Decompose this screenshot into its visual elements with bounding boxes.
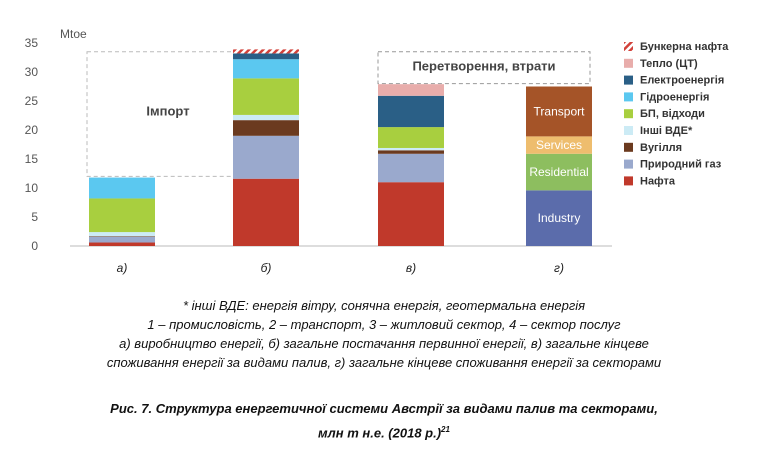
bar-segment bbox=[378, 182, 444, 246]
import-box-outline bbox=[86, 51, 241, 177]
note-panels-line2: споживання енергії за видами палив, г) з… bbox=[106, 355, 662, 370]
chart-notes: * інші ВДЕ: енергія вітру, сонячна енерг… bbox=[0, 296, 768, 372]
note-panels-line1: а) виробництво енергії, б) загальне пост… bbox=[119, 336, 649, 351]
category-label: б) bbox=[261, 261, 272, 275]
caption-line2-text: млн т н.е. (2018 р.) bbox=[318, 425, 442, 441]
legend-swatch bbox=[624, 159, 633, 169]
bar-segment bbox=[233, 120, 299, 136]
note-other-res: * інші ВДЕ: енергія вітру, сонячна енерг… bbox=[182, 298, 586, 313]
category-label: в) bbox=[406, 261, 416, 275]
sector-bar-segment bbox=[526, 190, 592, 246]
bar-segment bbox=[378, 153, 444, 183]
note-sector-numbers: 1 – промисловість, 2 – транспорт, 3 – жи… bbox=[147, 317, 621, 332]
bar-segment bbox=[233, 59, 299, 79]
transformation-label: Перетворення, втрати bbox=[412, 58, 555, 73]
transformation-box-outline bbox=[377, 51, 591, 85]
bar-segment bbox=[89, 198, 155, 233]
legend-label: Бункерна нафта bbox=[640, 41, 729, 53]
bar-segment bbox=[233, 178, 299, 246]
legend-label: Електроенергія bbox=[640, 75, 724, 87]
category-label: а) bbox=[117, 261, 128, 275]
sector-bar-segment bbox=[526, 136, 592, 154]
legend-swatch bbox=[624, 75, 633, 85]
bar-segment bbox=[378, 95, 444, 128]
bar-segment bbox=[89, 236, 155, 243]
legend-swatch bbox=[624, 58, 633, 68]
bar-segment bbox=[378, 147, 444, 151]
sector-segment-label: Transport bbox=[534, 104, 586, 118]
y-tick-label: 35 bbox=[25, 36, 39, 50]
legend-label: Тепло (ЦТ) bbox=[640, 58, 698, 70]
import-label: Імпорт bbox=[146, 104, 189, 119]
y-tick-label: 30 bbox=[25, 65, 39, 79]
y-axis-label: Mtoe bbox=[60, 27, 87, 41]
bar-segment bbox=[233, 135, 299, 179]
bar-segment bbox=[233, 78, 299, 115]
import-box: Імпорт bbox=[86, 51, 241, 177]
bar-segment bbox=[233, 49, 299, 54]
legend-swatch bbox=[624, 42, 633, 51]
sector-segment-label: Industry bbox=[538, 211, 581, 225]
figure-caption: Рис. 7. Структура енергетичної системи А… bbox=[0, 398, 768, 443]
sector-bar-segment bbox=[526, 86, 592, 137]
sector-bar-segment bbox=[526, 153, 592, 191]
caption-line2: млн т н.е. (2018 р.)21 bbox=[0, 419, 768, 443]
bar-segment bbox=[89, 242, 155, 246]
energy-structure-chart: 0 5 10 15 20 25 30 35 Mtoe а) б) в) г) Імпорт Перетво… bbox=[25, 27, 730, 275]
y-tick-label: 20 bbox=[25, 123, 39, 137]
bar-segment bbox=[89, 177, 155, 199]
bar-segment bbox=[233, 53, 299, 60]
y-tick-label: 10 bbox=[25, 181, 39, 195]
legend-label: БП, відходи bbox=[640, 108, 705, 120]
legend-swatch bbox=[624, 109, 633, 119]
legend-label: Гідроенергія bbox=[640, 91, 709, 103]
bar-segment bbox=[233, 114, 299, 121]
category-label: г) bbox=[554, 261, 564, 275]
sector-segment-label: Residential bbox=[529, 165, 588, 179]
transformation-box: Перетворення, втрати bbox=[377, 51, 591, 85]
legend-label: Нафта bbox=[640, 175, 676, 187]
bar-segment bbox=[89, 236, 155, 237]
bar-segment bbox=[378, 150, 444, 154]
y-tick-label: 5 bbox=[31, 210, 38, 224]
bar-segment bbox=[378, 127, 444, 148]
legend-label: Природний газ bbox=[640, 159, 722, 171]
legend-swatch bbox=[624, 142, 633, 152]
caption-line1: Рис. 7. Структура енергетичної системи А… bbox=[110, 401, 658, 416]
legend-swatch bbox=[624, 126, 633, 135]
legend-label: Вугілля bbox=[640, 142, 682, 154]
y-tick-label: 0 bbox=[31, 239, 38, 253]
y-tick-label: 15 bbox=[25, 152, 39, 166]
legend-swatch bbox=[624, 92, 633, 102]
sector-segment-label: Services bbox=[536, 138, 582, 152]
y-tick-label: 25 bbox=[25, 94, 39, 108]
legend-swatch bbox=[624, 176, 633, 186]
legend-label: Інші ВДЕ* bbox=[640, 125, 693, 137]
bar-segment bbox=[89, 232, 155, 237]
bar-segment bbox=[378, 84, 444, 96]
caption-footnote-ref: 21 bbox=[441, 425, 450, 434]
